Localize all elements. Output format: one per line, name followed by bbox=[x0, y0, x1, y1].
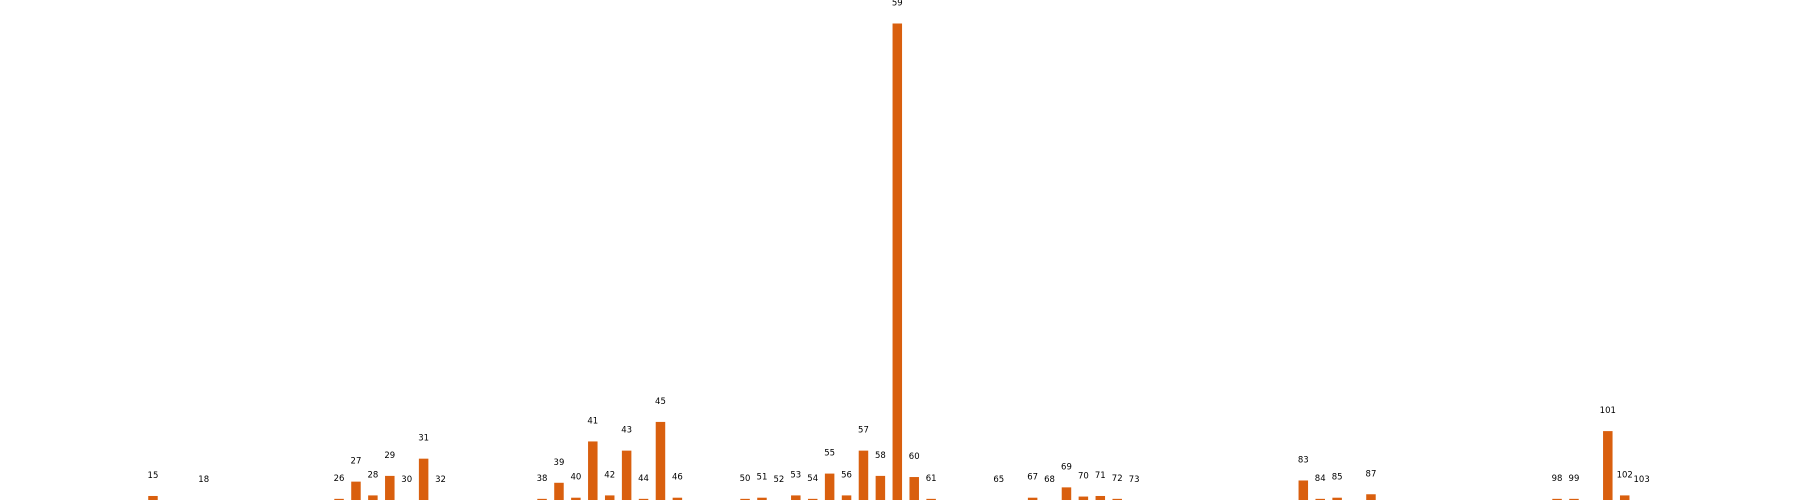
bar-67 bbox=[1027, 497, 1038, 500]
bar-label-41: 41 bbox=[587, 416, 598, 426]
bar-label-73: 73 bbox=[1129, 475, 1140, 485]
bar-label-55: 55 bbox=[824, 449, 835, 459]
bar-label-39: 39 bbox=[554, 458, 565, 468]
bar-label-54: 54 bbox=[807, 474, 818, 484]
bar-71 bbox=[1095, 495, 1106, 500]
bar-26 bbox=[334, 498, 344, 500]
bar-102 bbox=[1619, 495, 1630, 500]
bar-label-42: 42 bbox=[604, 470, 615, 480]
bar-57 bbox=[858, 450, 869, 500]
bar-label-31: 31 bbox=[418, 434, 429, 444]
bar-53 bbox=[791, 495, 801, 500]
bar-label-50: 50 bbox=[740, 474, 751, 484]
bar-54 bbox=[807, 498, 818, 500]
bar-label-71: 71 bbox=[1095, 471, 1106, 481]
bar-label-102: 102 bbox=[1617, 470, 1633, 480]
bar-label-58: 58 bbox=[875, 451, 886, 461]
bar-label-57: 57 bbox=[858, 426, 869, 436]
bar-label-46: 46 bbox=[672, 473, 683, 483]
bar-29 bbox=[385, 475, 395, 500]
bar-40 bbox=[571, 497, 581, 500]
bar-98 bbox=[1552, 498, 1562, 500]
bar-39 bbox=[554, 482, 564, 500]
bar-label-72: 72 bbox=[1112, 474, 1123, 484]
bar-44 bbox=[638, 498, 649, 500]
bar-56 bbox=[841, 495, 852, 500]
bar-label-32: 32 bbox=[435, 475, 446, 485]
bar-label-59: 59 bbox=[892, 0, 903, 9]
bar-15 bbox=[148, 495, 158, 500]
bar-label-52: 52 bbox=[773, 475, 784, 485]
bar-label-101: 101 bbox=[1600, 406, 1616, 416]
bar-label-84: 84 bbox=[1315, 474, 1326, 484]
bar-41 bbox=[588, 441, 598, 500]
bar-label-27: 27 bbox=[351, 457, 362, 467]
bar-46 bbox=[672, 497, 683, 500]
labels-group: 15 18 26 27 28 29 30 31 32 38 39 40 41 42 43 44 45 46 50 51… bbox=[148, 0, 1650, 485]
bar-43 bbox=[621, 450, 632, 500]
bar-label-56: 56 bbox=[841, 470, 852, 480]
bar-69 bbox=[1061, 487, 1072, 500]
bar-label-53: 53 bbox=[790, 470, 801, 480]
bar-85 bbox=[1332, 497, 1342, 500]
bar-label-98: 98 bbox=[1552, 474, 1563, 484]
bar-28 bbox=[368, 495, 378, 500]
bar-27 bbox=[351, 481, 361, 500]
bar-45 bbox=[655, 421, 666, 500]
bar-61 bbox=[926, 498, 936, 500]
bar-42 bbox=[604, 495, 615, 500]
bar-label-29: 29 bbox=[384, 451, 395, 461]
bar-label-26: 26 bbox=[334, 474, 345, 484]
bar-87 bbox=[1366, 494, 1376, 500]
bar-70 bbox=[1078, 496, 1089, 500]
bar-99 bbox=[1569, 498, 1579, 500]
bar-label-40: 40 bbox=[570, 473, 581, 483]
bar-58 bbox=[875, 475, 886, 500]
bar-101 bbox=[1603, 431, 1613, 500]
bar-label-43: 43 bbox=[621, 426, 632, 436]
bar-label-30: 30 bbox=[401, 475, 412, 485]
bar-label-85: 85 bbox=[1332, 473, 1343, 483]
bar-label-70: 70 bbox=[1078, 472, 1089, 482]
bar-38 bbox=[537, 498, 547, 500]
bar-72 bbox=[1112, 498, 1122, 500]
bar-label-28: 28 bbox=[367, 470, 378, 480]
bar-label-60: 60 bbox=[909, 452, 920, 462]
bars-group bbox=[148, 23, 1630, 500]
bar-55 bbox=[824, 473, 835, 500]
bar-label-18: 18 bbox=[198, 475, 209, 485]
bar-label-103: 103 bbox=[1634, 475, 1650, 485]
bar-59 bbox=[892, 23, 903, 500]
bar-label-65: 65 bbox=[993, 475, 1004, 485]
bar-60 bbox=[909, 477, 919, 500]
bar-83 bbox=[1298, 480, 1309, 500]
bar-50 bbox=[740, 498, 750, 500]
bar-label-87: 87 bbox=[1366, 469, 1377, 479]
bar-label-67: 67 bbox=[1027, 473, 1038, 483]
bar-label-51: 51 bbox=[757, 473, 768, 483]
bar-label-68: 68 bbox=[1044, 475, 1055, 485]
bar-label-45: 45 bbox=[655, 397, 666, 407]
bar-31 bbox=[418, 458, 429, 500]
bar-84 bbox=[1315, 498, 1325, 500]
bar-label-44: 44 bbox=[638, 474, 649, 484]
bar-label-83: 83 bbox=[1298, 455, 1309, 465]
bar-label-61: 61 bbox=[926, 474, 937, 484]
bar-label-15: 15 bbox=[148, 471, 159, 481]
bar-label-38: 38 bbox=[537, 474, 548, 484]
bar-51 bbox=[757, 497, 767, 500]
bar-label-69: 69 bbox=[1061, 462, 1072, 472]
bar-label-99: 99 bbox=[1569, 474, 1580, 484]
